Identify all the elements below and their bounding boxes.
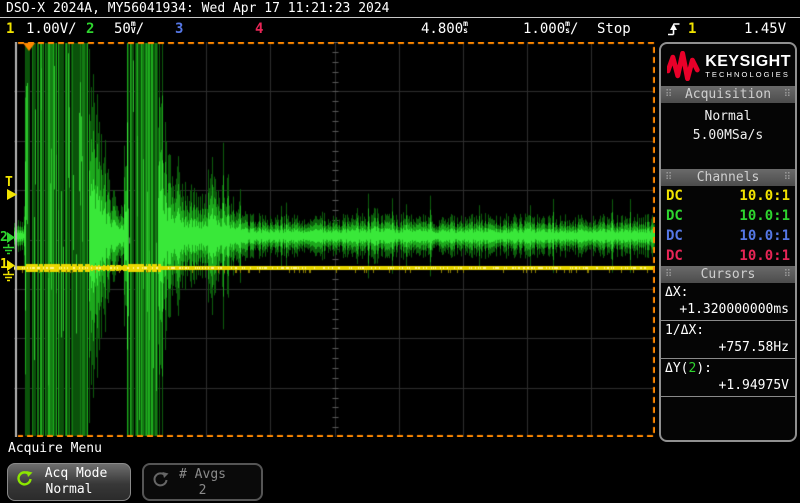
timebase-readout[interactable]: 1.000 m s / [523,19,579,38]
grip-dots-icon: ⠿ [665,171,673,183]
channel-row-2: DC 10.0:1 [661,206,795,226]
ch3-coupling: DC [666,228,683,244]
cursors-body: ΔX: +1.320000000ms 1/ΔX: +757.58Hz ΔY(2)… [661,283,795,397]
grip-dots-icon: ⠿ [783,171,791,183]
brand-sub: TECHNOLOGIES [705,69,790,79]
keysight-spark-icon [667,51,700,81]
brand-name: KEYSIGHT [705,52,791,70]
ch3-badge[interactable]: 3 [175,21,184,37]
ch2-scale[interactable]: 50 m V / [114,19,145,38]
grip-dots-icon: ⠿ [665,88,673,100]
run-state[interactable]: Stop [597,21,631,37]
channels-title: Channels [696,170,760,185]
softkey-num-avgs-label: # Avgs [179,467,226,482]
channel-row-1: DC 10.0:1 [661,186,795,206]
acquisition-body: Normal 5.00MSa/s [661,103,795,147]
cursors-section-header[interactable]: ⠿ Cursors ⠿ [661,266,795,283]
ch1-reference-label: 1 [0,257,8,272]
instrument-title: DSO-X 2024A, MY56041934: Wed Apr 17 11:2… [6,1,390,16]
softkey-num-avgs-value: 2 [198,483,207,498]
grip-dots-icon: ⠿ [783,268,791,280]
softkey-num-avgs[interactable]: # Avgs 2 [142,463,263,501]
channels-section-header[interactable]: ⠿ Channels ⠿ [661,169,795,186]
status-bar: 1 1.00V/ 2 50 m V/ 3 4 4.800 m s 1.000 m s / St… [0,19,800,40]
ch1-ground-icon [2,271,15,282]
delta-x-label: ΔX: [665,285,689,300]
cycle-icon [16,470,33,491]
rising-edge-trigger-icon [667,21,681,43]
title-bar: DSO-X 2024A, MY56041934: Wed Apr 17 11:2… [0,0,800,18]
channel-row-3: DC 10.0:1 [661,226,795,246]
ch1-probe: 10.0:1 [739,188,790,204]
ch2-badge[interactable]: 2 [86,21,95,37]
grip-dots-icon: ⠿ [665,268,673,280]
ch1-coupling: DC [666,188,683,204]
ch1-scale[interactable]: 1.00V/ [26,21,77,37]
menu-title: Acquire Menu [8,441,102,456]
ch2-ground-icon [2,244,15,255]
softkey-acq-mode-value: Normal [45,482,93,497]
ch4-probe: 10.0:1 [739,248,790,264]
acquisition-section-header[interactable]: ⠿ Acquisition ⠿ [661,86,795,103]
ch1-reference-arrow[interactable] [7,260,15,271]
softkey-acq-mode-label: Acq Mode [44,466,108,481]
delta-y-channel: 2 [688,361,697,376]
ch2-reference-label: 2 [0,230,8,245]
ch4-coupling: DC [666,248,683,264]
cursors-title: Cursors [700,267,756,282]
ch3-probe: 10.0:1 [739,228,790,244]
softkey-acq-mode[interactable]: Acq Mode Normal [7,463,131,501]
inv-delta-x-label: 1/ΔX: [665,323,705,338]
trigger-level-readout[interactable]: 1.45V [744,21,787,37]
info-panel: KEYSIGHT TECHNOLOGIES ⠿ Acquisition ⠿ No… [659,42,797,442]
keysight-logo: KEYSIGHT TECHNOLOGIES [661,44,795,86]
trigger-level-marker-arrow[interactable] [7,189,17,200]
delta-x-value: +1.320000000ms [661,301,795,321]
ch1-badge[interactable]: 1 [6,21,15,37]
waveform-display: T 2 1 [0,40,658,440]
ch2-coupling: DC [666,208,683,224]
inv-delta-x-value: +757.58Hz [661,339,795,359]
grip-dots-icon: ⠿ [783,88,791,100]
acquisition-title: Acquisition [684,87,772,102]
channel-row-4: DC 10.0:1 [661,246,795,266]
ch2-reference-arrow[interactable] [7,232,15,243]
ch4-badge[interactable]: 4 [255,21,264,37]
delay-readout[interactable]: 4.800 m s [421,19,468,38]
delta-y-value: +1.94975V [661,377,795,397]
waveform-grid [14,42,655,437]
trigger-source[interactable]: 1 [688,21,697,37]
delta-y-label: ΔY(2): [665,361,712,376]
acquisition-mode: Normal [704,109,752,124]
ch2-probe: 10.0:1 [739,208,790,224]
sample-rate: 5.00MSa/s [692,128,764,143]
trigger-level-marker-label: T [5,175,13,190]
cycle-icon-disabled [152,471,169,492]
